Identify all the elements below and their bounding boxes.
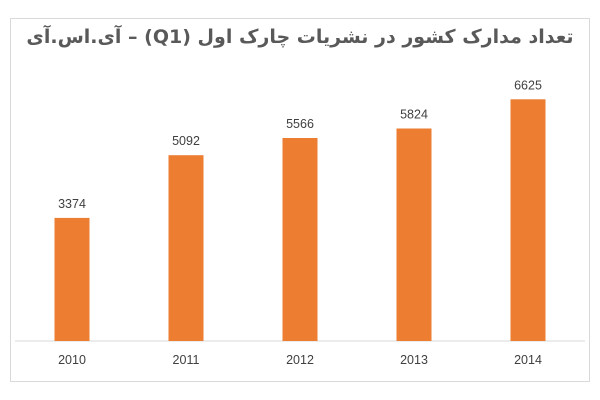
bar-2013: [396, 128, 432, 341]
bar-2011: [168, 155, 204, 341]
x-tick-label-2011: 2011: [173, 353, 200, 367]
bar-2012: [282, 138, 318, 341]
x-tick-label-2013: 2013: [400, 353, 428, 367]
bar-2014: [510, 99, 546, 341]
x-tick-label-2012: 2012: [286, 353, 314, 367]
bar-2010: [54, 217, 90, 341]
data-label-2013: 5824: [400, 108, 428, 122]
data-label-2014: 6625: [514, 78, 542, 92]
data-label-2010: 3374: [58, 197, 86, 211]
x-tick-label-2010: 2010: [58, 353, 86, 367]
chart-title: تعداد مدارک کشور در نشریات چارک اول (Q1)…: [26, 26, 574, 48]
data-label-2011: 5092: [172, 134, 200, 148]
data-label-2012: 5566: [286, 117, 314, 131]
x-tick-label-2014: 2014: [514, 353, 542, 367]
